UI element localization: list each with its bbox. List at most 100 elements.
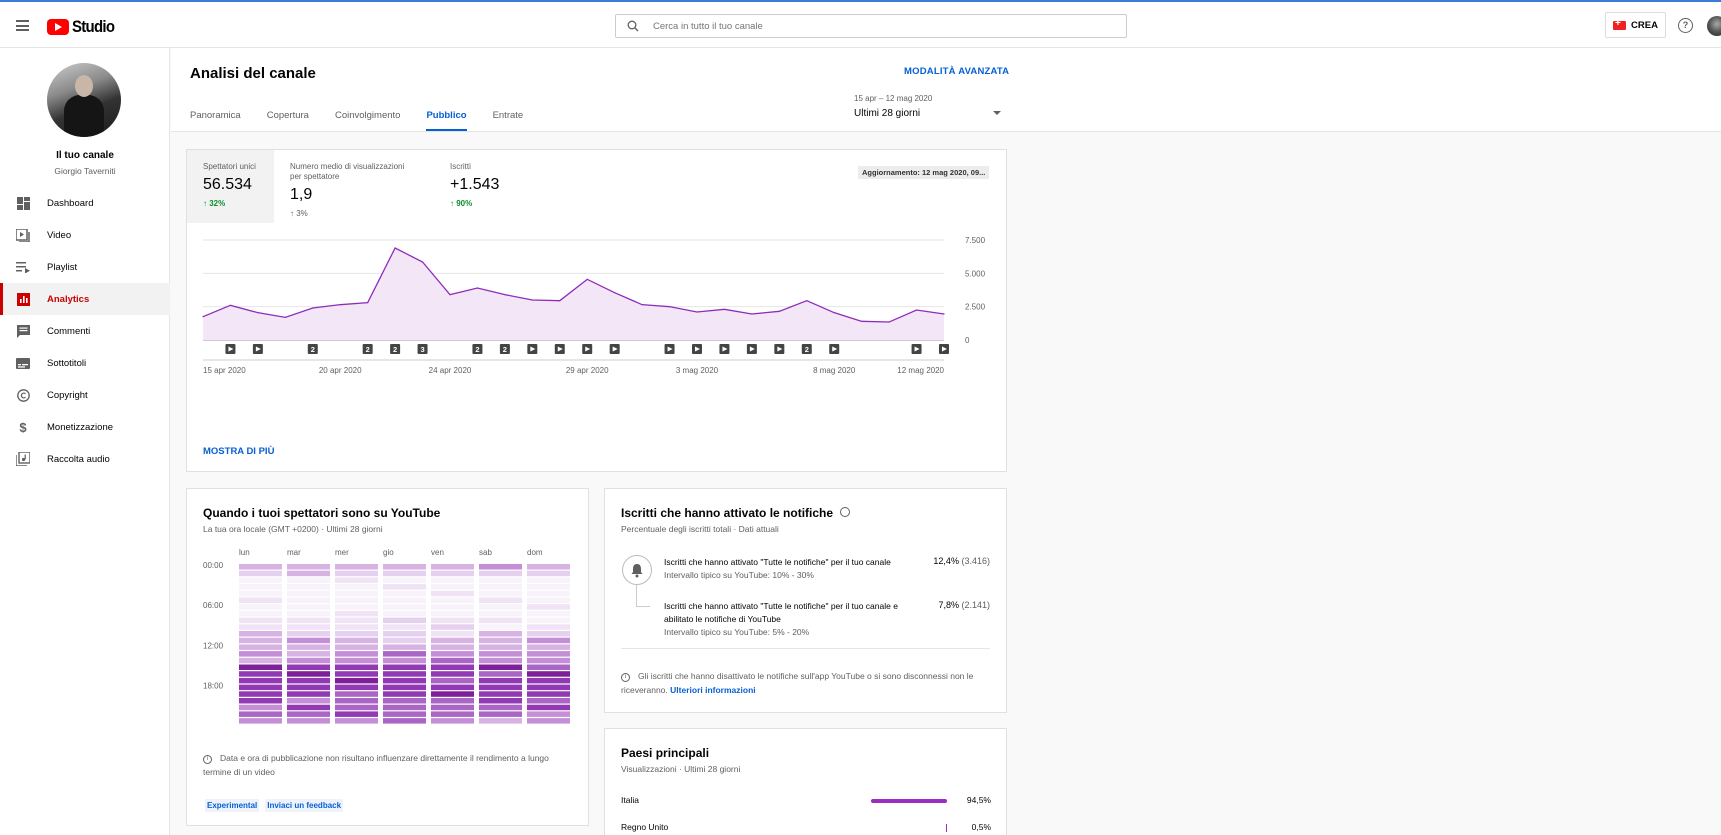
heatmap-cell: [527, 684, 570, 691]
sidebar-item-copyright[interactable]: Copyright: [0, 379, 170, 411]
play-icon: [228, 346, 234, 352]
search-input[interactable]: [653, 17, 1113, 35]
heatmap-cell: [383, 657, 426, 664]
y-tick-label: 0: [965, 336, 970, 345]
sidebar-item-comments[interactable]: Commenti: [0, 315, 170, 347]
video-marker: [746, 344, 757, 354]
data-point: [504, 294, 506, 296]
metric-value: 56.534: [203, 176, 252, 193]
heatmap-cell: [335, 570, 378, 577]
youtube-logo-icon: [47, 19, 69, 35]
info-icon[interactable]: [840, 507, 851, 517]
play-icon: [777, 346, 783, 352]
analytics-icon: [16, 292, 30, 306]
tab-copertura[interactable]: Copertura: [266, 110, 309, 121]
date-range-selector[interactable]: 15 apr – 12 mag 2020 Ultimi 28 giorni: [854, 94, 1001, 119]
country-row: Regno Unito 0,5%: [621, 822, 991, 832]
learn-more-link[interactable]: Ulteriori informazioni: [670, 685, 756, 695]
heatmap-cell: [431, 604, 474, 610]
channel-avatar[interactable]: [47, 63, 121, 137]
audio-library-icon: [16, 452, 30, 466]
heatmap-cell: [431, 711, 474, 717]
heatmap-cell: [287, 610, 330, 617]
search-box[interactable]: [615, 14, 1127, 38]
heatmap-cell: [239, 644, 282, 650]
advanced-mode-link[interactable]: MODALITÀ AVANZATA: [904, 66, 1010, 77]
metric-subscribers[interactable]: Iscritti +1.543 ↑ 90%: [434, 150, 544, 223]
heatmap-cell: [287, 651, 330, 657]
heatmap-cell: [431, 637, 474, 644]
show-more-link[interactable]: MOSTRA DI PIÙ: [203, 446, 275, 457]
heatmap-cell: [383, 617, 426, 624]
heatmap-cell: [239, 677, 282, 684]
heatmap-cell: [335, 664, 378, 670]
data-point: [202, 316, 204, 318]
metric-unique-viewers[interactable]: Spettatori unici 56.534 ↑ 32%: [187, 150, 274, 223]
sidebar-item-subtitles[interactable]: Sottotitoli: [0, 347, 170, 379]
heatmap-cell: [287, 698, 330, 704]
hour-label: 12:00: [203, 641, 224, 650]
heatmap-cell: [527, 577, 570, 583]
metric-change-value: 90%: [456, 199, 473, 208]
sidebar-item-playlist[interactable]: Playlist: [0, 251, 170, 283]
sidebar-item-analytics[interactable]: Analytics: [0, 283, 170, 315]
play-icon: [255, 346, 261, 352]
heatmap-cell: [527, 617, 570, 624]
unique-viewers-chart[interactable]: 7.500 5.000 2.500 0 2 2 2 3 2 2 2 15 apr 2020 20 apr…: [187, 223, 1006, 423]
tab-panoramica[interactable]: Panoramica: [190, 110, 241, 121]
heatmap-cell: [239, 584, 282, 590]
heatmap-cell: [383, 570, 426, 577]
sidebar-item-label: Dashboard: [47, 197, 94, 209]
data-point: [723, 308, 726, 310]
heatmap-cell: [431, 671, 474, 677]
sidebar-item-monetization[interactable]: $ Monetizzazione: [0, 411, 170, 443]
heatmap-cell: [287, 704, 330, 711]
data-point: [806, 300, 808, 302]
video-marker: 2: [499, 344, 510, 354]
data-point: [696, 311, 698, 313]
tab-coinvolgimento[interactable]: Coinvolgimento: [334, 110, 401, 121]
country-row: Italia 94,5%: [621, 795, 991, 805]
heatmap-cell: [383, 604, 426, 610]
all-notifications-row: Iscritti che hanno attivato "Tutte le no…: [664, 556, 904, 582]
sidebar-item-dashboard[interactable]: Dashboard: [0, 187, 170, 219]
heatmap-cell: [239, 657, 282, 664]
tab-pubblico[interactable]: Pubblico: [426, 110, 467, 131]
metric-avg-views[interactable]: Numero medio di visualizzazioni per spet…: [274, 150, 434, 223]
create-button[interactable]: CREA: [1605, 12, 1666, 38]
heatmap-cell: [335, 657, 378, 664]
heatmap-cell: [383, 624, 426, 630]
send-feedback-link[interactable]: Inviaci un feedback: [265, 799, 344, 812]
playlist-icon: [16, 260, 30, 274]
heatmap-cell: [479, 564, 522, 570]
tab-entrate[interactable]: Entrate: [492, 110, 524, 121]
help-icon[interactable]: ?: [1678, 18, 1693, 33]
account-avatar[interactable]: [1707, 16, 1721, 36]
heatmap-cell: [431, 644, 474, 650]
data-point: [531, 299, 533, 301]
data-point: [257, 312, 259, 314]
heatmap-cell: [479, 691, 522, 697]
heatmap-cell: [335, 698, 378, 704]
notifications-card: Iscritti che hanno attivato le notifiche…: [604, 488, 1007, 713]
heatmap-cell: [383, 651, 426, 657]
heatmap-cell: [239, 610, 282, 617]
sidebar: Il tuo canale Giorgio Taverniti Dashboar…: [0, 48, 170, 835]
menu-icon[interactable]: [16, 20, 29, 31]
play-icon: [530, 346, 536, 352]
heatmap-cell: [527, 624, 570, 630]
play-icon: [695, 346, 700, 352]
viewers-heatmap[interactable]: lun mar mer gio ven sab dom 00:00 06:00 12:00 18:0…: [187, 489, 588, 729]
heatmap-cell: [527, 597, 570, 603]
marker-count: 2: [393, 345, 397, 354]
heatmap-cell: [479, 651, 522, 657]
sidebar-item-video[interactable]: Video: [0, 219, 170, 251]
metric-change: ↑ 90%: [450, 199, 473, 208]
heatmap-cell: [479, 597, 522, 603]
video-marker: [664, 344, 675, 354]
heatmap-cell: [239, 624, 282, 630]
studio-logo[interactable]: Studio: [47, 17, 120, 37]
play-icon: [667, 346, 673, 352]
play-icon: [914, 346, 920, 352]
sidebar-item-audio-library[interactable]: Raccolta audio: [0, 443, 170, 475]
